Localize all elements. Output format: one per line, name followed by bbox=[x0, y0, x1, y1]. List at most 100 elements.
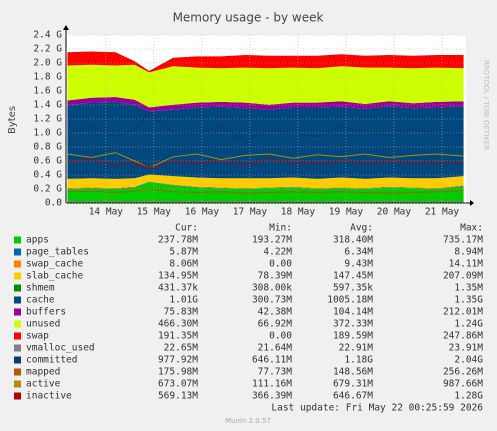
legend-swatch bbox=[14, 368, 21, 376]
legend-stat: 212.01M bbox=[443, 307, 483, 318]
x-tick-label: 20 May bbox=[377, 207, 412, 218]
y-tick-label: 0.6 G bbox=[33, 156, 62, 167]
legend-stat: 646.67M bbox=[333, 391, 373, 402]
legend-swatch bbox=[14, 296, 21, 304]
legend-stat: 9.43M bbox=[344, 259, 373, 270]
legend-stat: 673.07M bbox=[158, 379, 198, 390]
area bbox=[67, 64, 464, 108]
y-tick-label: 2.0 G bbox=[33, 58, 62, 69]
legend-stat: 1.28G bbox=[454, 391, 483, 402]
legend-stat: 134.95M bbox=[158, 271, 198, 282]
legend-stat: 1.35M bbox=[454, 283, 483, 294]
legend-stat: 23.91M bbox=[449, 343, 484, 354]
legend-stat: 1.01G bbox=[169, 295, 198, 306]
x-tick-label: 14 May bbox=[89, 207, 124, 218]
legend-stat: 6.34M bbox=[344, 247, 373, 258]
legend-swatch bbox=[14, 260, 21, 268]
x-tick-label: 16 May bbox=[185, 207, 220, 218]
legend-stat: 646.11M bbox=[252, 355, 292, 366]
y-tick-label: 1.0 G bbox=[33, 128, 62, 139]
legend-stat: 8.94M bbox=[454, 247, 483, 258]
legend-stat: 207.09M bbox=[443, 271, 483, 282]
y-axis-title: Bytes bbox=[7, 106, 18, 134]
legend-stat: 1.35G bbox=[454, 295, 483, 306]
y-tick-label: 2.4 G bbox=[33, 30, 62, 41]
legend-swatch bbox=[14, 236, 21, 244]
legend-label: shmem bbox=[26, 283, 55, 294]
legend-header: Avg: bbox=[350, 223, 373, 234]
legend-stat: 175.98M bbox=[158, 367, 198, 378]
last-update: Last update: Fri May 22 00:25:59 2026 bbox=[271, 403, 483, 414]
legend-label: page_tables bbox=[26, 247, 89, 258]
y-tick-label: 0.2 G bbox=[33, 184, 62, 195]
legend-stat: 735.17M bbox=[443, 235, 483, 246]
legend-label: mapped bbox=[26, 367, 60, 378]
y-tick-label: 1.4 G bbox=[33, 100, 62, 111]
legend-swatch bbox=[14, 284, 21, 292]
legend-header: Max: bbox=[460, 223, 483, 234]
legend-stat: 78.39M bbox=[258, 271, 293, 282]
legend-stat: 679.31M bbox=[333, 379, 373, 390]
legend-stat: 77.73M bbox=[258, 367, 293, 378]
legend-stat: 987.66M bbox=[443, 379, 483, 390]
area bbox=[67, 181, 464, 189]
legend-stat: 189.59M bbox=[333, 331, 373, 342]
legend-stat: 193.27M bbox=[252, 235, 292, 246]
legend-header: Cur: bbox=[175, 223, 198, 234]
area bbox=[67, 96, 464, 112]
legend-stat: 42.38M bbox=[258, 307, 293, 318]
legend-stat: 300.73M bbox=[252, 295, 292, 306]
legend-stat: 431.37k bbox=[158, 283, 198, 294]
legend-label: swap bbox=[26, 331, 49, 342]
legend-swatch bbox=[14, 248, 21, 256]
legend-label: inactive bbox=[26, 391, 72, 402]
x-tick-label: 18 May bbox=[281, 207, 316, 218]
x-tick-label: 15 May bbox=[137, 207, 172, 218]
legend-stat: 1.18G bbox=[344, 355, 373, 366]
line bbox=[67, 159, 464, 169]
legend-label: active bbox=[26, 379, 61, 390]
chart-title: Memory usage - by week bbox=[173, 11, 324, 25]
legend-stat: 247.86M bbox=[443, 331, 483, 342]
legend-stat: 597.35k bbox=[333, 283, 373, 294]
y-tick-label: 1.2 G bbox=[33, 114, 62, 125]
area bbox=[67, 174, 464, 189]
legend-stat: 21.64M bbox=[258, 343, 293, 354]
legend-swatch bbox=[14, 308, 21, 316]
legend-label: apps bbox=[26, 235, 49, 246]
footer: Munin 2.0.57 bbox=[225, 417, 271, 425]
y-tick-label: 0.0 bbox=[45, 198, 62, 209]
y-tick-label: 1.6 G bbox=[33, 86, 62, 97]
legend-stat: 111.16M bbox=[252, 379, 292, 390]
area bbox=[67, 181, 464, 189]
legend-stat: 1.24G bbox=[454, 319, 483, 330]
legend-stat: 66.92M bbox=[258, 319, 293, 330]
area bbox=[67, 51, 464, 73]
watermark: RRDTOOL / TOBI OETIKER bbox=[482, 60, 490, 150]
x-tick-label: 21 May bbox=[425, 207, 460, 218]
legend-label: buffers bbox=[26, 307, 66, 318]
legend-label: unused bbox=[26, 319, 60, 330]
legend-stat: 256.26M bbox=[443, 367, 483, 378]
legend-swatch bbox=[14, 380, 21, 388]
legend-stat: 977.92M bbox=[158, 355, 198, 366]
legend-stat: 191.35M bbox=[158, 331, 198, 342]
legend-stat: 366.39M bbox=[252, 391, 292, 402]
y-tick-label: 0.4 G bbox=[33, 170, 62, 181]
legend-stat: 372.33M bbox=[333, 319, 373, 330]
legend-stat: 75.83M bbox=[164, 307, 199, 318]
legend-stat: 318.40M bbox=[333, 235, 373, 246]
legend-stat: 237.78M bbox=[158, 235, 198, 246]
legend-stat: 148.56M bbox=[333, 367, 373, 378]
x-tick-label: 17 May bbox=[233, 207, 268, 218]
y-tick-label: 1.8 G bbox=[33, 72, 62, 83]
legend-label: cache bbox=[26, 295, 55, 306]
legend-stat: 569.13M bbox=[158, 391, 198, 402]
legend-stat: 466.30M bbox=[158, 319, 198, 330]
legend-stat: 14.11M bbox=[449, 259, 484, 270]
legend-stat: 2.04G bbox=[454, 355, 483, 366]
legend-stat: 5.87M bbox=[169, 247, 198, 258]
legend-stat: 8.06M bbox=[169, 259, 198, 270]
line bbox=[67, 111, 464, 141]
